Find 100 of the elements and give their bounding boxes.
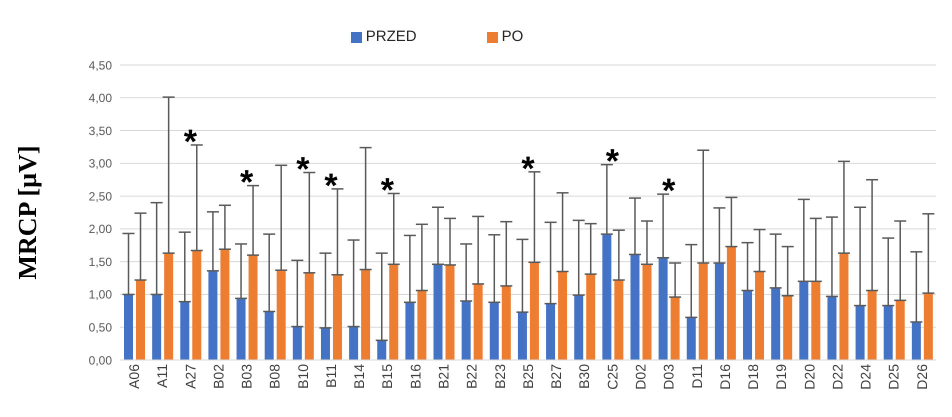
x-tick-label: B10	[294, 364, 311, 389]
x-tick-label: B11	[322, 364, 339, 388]
y-tick-label: 4,50	[88, 58, 112, 72]
bar	[220, 249, 230, 360]
bar	[474, 284, 483, 360]
bar	[462, 301, 471, 360]
bar	[686, 317, 696, 360]
y-tick-label: 2,50	[88, 189, 112, 204]
bar	[714, 262, 724, 360]
x-tick-label: D25	[886, 364, 902, 390]
bar	[136, 280, 145, 360]
legend-label: PO	[502, 28, 524, 45]
x-tick-label: D16	[716, 364, 733, 390]
x-tick-label: A06	[126, 364, 142, 389]
x-tick-label: B14	[351, 364, 368, 389]
bar	[884, 306, 893, 360]
y-tick-label: 3,00	[88, 156, 112, 171]
x-tick-label: D03	[660, 364, 677, 390]
y-axis-title: MRCP [µV]	[13, 145, 42, 280]
bar	[276, 270, 286, 360]
bar	[630, 254, 640, 360]
x-tick-label: B22	[464, 364, 480, 389]
x-tick-label: B15	[379, 364, 396, 389]
annotation: *	[324, 166, 338, 205]
annotation: *	[521, 150, 536, 188]
bar	[602, 234, 612, 360]
bar	[827, 296, 836, 360]
x-tick-label: A11	[154, 364, 170, 388]
bar	[152, 294, 162, 360]
bar	[546, 304, 556, 360]
bar	[349, 326, 358, 360]
x-tick-label: D22	[829, 364, 846, 390]
x-tick-label: B08	[266, 364, 283, 389]
x-tick-label: B23	[492, 364, 508, 389]
bar	[924, 293, 933, 360]
bar	[743, 290, 752, 360]
x-tick-label: C25	[604, 364, 620, 390]
x-tick-label: D11	[688, 364, 705, 389]
x-tick-label: D19	[773, 364, 790, 390]
bar	[124, 294, 133, 360]
bar	[332, 274, 342, 360]
legend-label: PRZED	[366, 28, 417, 45]
bar	[698, 262, 708, 360]
bar	[518, 312, 527, 360]
bar	[896, 300, 905, 360]
bar	[361, 270, 370, 360]
bar	[446, 264, 455, 360]
bar	[574, 295, 584, 360]
bar	[292, 326, 302, 360]
bar	[377, 340, 386, 360]
bar	[811, 281, 820, 360]
y-tick-label: 0,00	[88, 353, 112, 368]
bar	[726, 246, 736, 360]
bar	[614, 280, 624, 360]
bar	[192, 250, 202, 360]
x-tick-label: D26	[914, 364, 930, 390]
x-tick-label: B21	[436, 364, 452, 389]
annotation: *	[240, 164, 254, 202]
bar	[320, 328, 330, 360]
bar	[236, 298, 246, 360]
annotation: *	[380, 172, 395, 210]
bar	[264, 311, 274, 360]
bar	[490, 302, 499, 360]
bar	[658, 258, 668, 360]
bar	[670, 297, 680, 360]
bar	[856, 306, 865, 360]
bar	[389, 264, 398, 360]
x-tick-label: B16	[407, 364, 424, 389]
bar	[771, 288, 780, 360]
y-tick-label: 4,00	[88, 91, 112, 106]
bar	[755, 272, 764, 360]
annotation: *	[606, 142, 620, 181]
bar	[164, 253, 174, 360]
x-tick-label: D24	[858, 364, 874, 390]
x-tick-label: D02	[632, 364, 648, 390]
x-tick-label: B30	[576, 364, 592, 389]
bar	[912, 322, 921, 360]
y-tick-label: 0,50	[88, 320, 112, 334]
x-tick-label: B03	[238, 364, 255, 389]
bar	[502, 286, 511, 360]
bar	[530, 262, 539, 360]
bar	[558, 272, 568, 360]
bar	[405, 302, 414, 360]
bar	[304, 272, 314, 360]
bar	[586, 274, 596, 360]
bar	[208, 270, 218, 360]
bar	[417, 290, 426, 360]
x-tick-label: D18	[745, 364, 762, 390]
annotation: *	[184, 123, 198, 162]
x-tick-label: B27	[548, 364, 564, 389]
bar	[868, 290, 877, 360]
y-tick-label: 2,00	[88, 222, 112, 236]
annotation: *	[296, 150, 310, 189]
y-tick-label: 3,50	[88, 124, 112, 138]
x-tick-label: D20	[801, 364, 818, 390]
bar	[839, 253, 848, 360]
bar	[434, 264, 443, 360]
bar	[783, 296, 792, 360]
x-tick-label: B25	[520, 364, 536, 389]
annotation: *	[662, 172, 676, 210]
